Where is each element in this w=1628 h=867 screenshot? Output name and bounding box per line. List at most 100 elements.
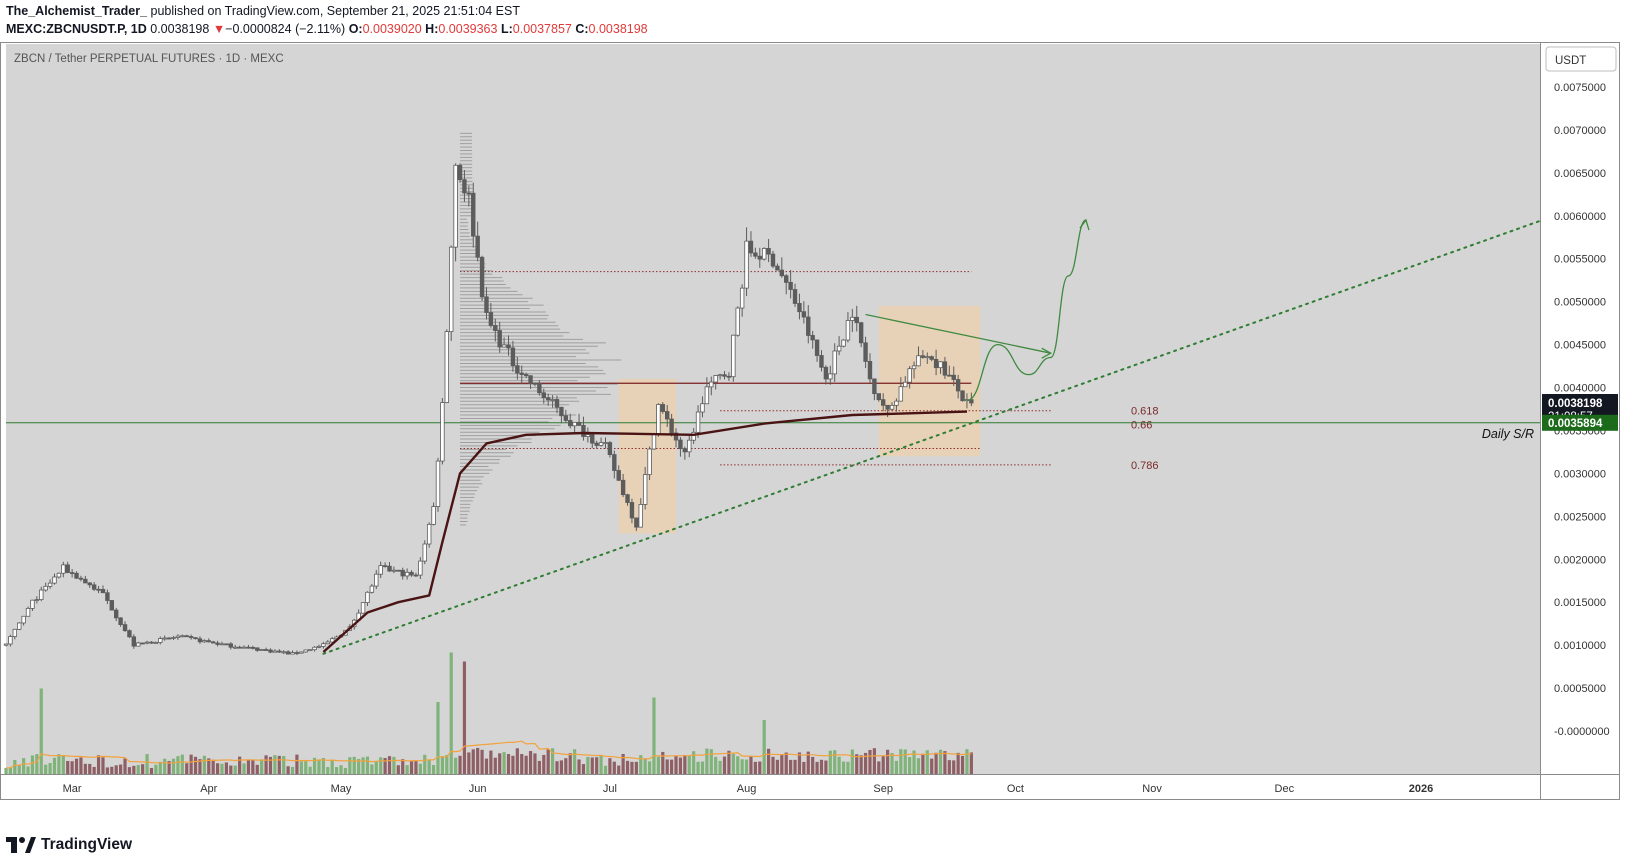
volume-bar bbox=[299, 761, 303, 774]
volume-bar bbox=[229, 765, 233, 774]
candle-body bbox=[325, 641, 330, 645]
candle-body bbox=[916, 355, 921, 367]
candle-body bbox=[691, 431, 696, 441]
volume-bar bbox=[894, 760, 899, 774]
currency-button[interactable]: USDT bbox=[1545, 46, 1617, 72]
volume-bar bbox=[692, 751, 696, 774]
candle-body bbox=[78, 577, 84, 580]
volume-bar bbox=[824, 760, 828, 774]
volume-bar bbox=[224, 762, 229, 774]
volume-bar bbox=[784, 752, 788, 774]
volume-bar bbox=[484, 758, 489, 774]
highlight-box-2 bbox=[878, 305, 981, 457]
volume-bar bbox=[828, 750, 832, 774]
volume-bar bbox=[833, 750, 837, 774]
volume-bar bbox=[260, 759, 264, 774]
volume-bar bbox=[427, 759, 431, 774]
candle-body bbox=[638, 504, 643, 528]
y-tick-label: 0.0050000 bbox=[1554, 297, 1606, 309]
candle-body bbox=[594, 442, 599, 446]
high-value: 0.0039363 bbox=[438, 22, 498, 36]
volume-bar bbox=[546, 749, 550, 774]
candle-body bbox=[647, 448, 652, 475]
candle-body bbox=[801, 311, 807, 318]
volume-bar bbox=[581, 764, 586, 774]
daily-sr-label: Daily S/R bbox=[1482, 427, 1534, 441]
low-label: L: bbox=[500, 22, 513, 36]
candle-body bbox=[250, 647, 256, 649]
volume-bar bbox=[207, 758, 211, 774]
candle-body bbox=[523, 374, 529, 377]
sr-price-tag bbox=[1542, 414, 1618, 431]
low-value: 0.0037857 bbox=[512, 22, 572, 36]
volume-bar bbox=[211, 759, 215, 774]
candle-body bbox=[493, 325, 498, 331]
volume-bar bbox=[890, 753, 894, 774]
volume-bar bbox=[925, 750, 929, 774]
candle-body bbox=[735, 307, 740, 336]
volume-bar bbox=[877, 761, 881, 774]
volume-bar bbox=[846, 761, 850, 774]
candle-body bbox=[603, 442, 608, 444]
volume-bar bbox=[947, 760, 951, 774]
candle-body bbox=[321, 643, 326, 647]
candle-body bbox=[8, 636, 13, 645]
volume-bar bbox=[493, 757, 497, 774]
volume-bar bbox=[621, 753, 625, 774]
author-name[interactable]: The_Alchemist_Trader_ bbox=[6, 4, 148, 18]
candle-body bbox=[184, 635, 189, 638]
candle-body bbox=[903, 381, 908, 388]
candle-body bbox=[56, 572, 62, 578]
volume-bar bbox=[180, 754, 184, 774]
x-tick-label: Jul bbox=[603, 783, 617, 795]
volume-bar bbox=[35, 754, 39, 774]
candle-body bbox=[378, 565, 383, 575]
volume-bar bbox=[921, 753, 925, 774]
volume-bar bbox=[542, 754, 546, 774]
volume-bar bbox=[630, 761, 634, 774]
candle-body bbox=[960, 390, 965, 402]
candle-body bbox=[845, 320, 851, 341]
volume-bar bbox=[44, 764, 48, 774]
volume-bar bbox=[639, 755, 643, 774]
volume-bar bbox=[185, 763, 189, 774]
volume-bar bbox=[502, 752, 506, 774]
candle-body bbox=[709, 381, 714, 388]
candle-body bbox=[281, 651, 286, 654]
candle-body bbox=[766, 248, 771, 255]
volume-bar bbox=[815, 761, 819, 774]
candle-body bbox=[665, 411, 670, 420]
volume-bar bbox=[850, 749, 854, 774]
volume-bar bbox=[92, 766, 96, 774]
volume-bar bbox=[454, 757, 458, 774]
candle-body bbox=[228, 643, 234, 648]
change-arrow-icon: ▼ bbox=[212, 22, 226, 36]
volume-bar bbox=[533, 753, 537, 774]
volume-bar bbox=[352, 756, 356, 774]
volume-bar bbox=[766, 748, 771, 774]
volume-bar bbox=[758, 761, 762, 774]
candle-body bbox=[889, 404, 895, 410]
volume-bar bbox=[246, 759, 251, 774]
candle-body bbox=[563, 415, 569, 421]
volume-bar bbox=[361, 757, 365, 774]
candle-body bbox=[881, 399, 886, 406]
x-tick-label: Aug bbox=[737, 783, 757, 795]
volume-bar bbox=[462, 661, 467, 774]
candle-body bbox=[620, 479, 626, 496]
candle-body bbox=[717, 374, 723, 377]
volume-bar bbox=[969, 752, 973, 774]
volume-bar bbox=[449, 652, 453, 774]
volume-bar bbox=[506, 754, 511, 774]
volume-bar bbox=[956, 752, 960, 774]
open-value: 0.0039020 bbox=[362, 22, 422, 36]
volume-bar bbox=[379, 757, 383, 774]
volume-bar bbox=[749, 755, 753, 774]
rising-trendline bbox=[322, 219, 1541, 655]
volume-bar bbox=[330, 760, 334, 774]
volume-bar bbox=[595, 757, 599, 774]
candle-body bbox=[47, 582, 53, 587]
tradingview-logo[interactable]: TradingView bbox=[6, 836, 132, 854]
plot-area[interactable] bbox=[6, 44, 1540, 774]
